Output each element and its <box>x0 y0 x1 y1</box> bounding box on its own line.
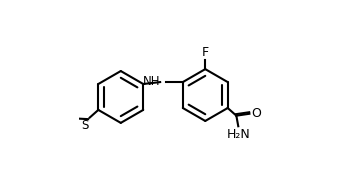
Text: NH: NH <box>143 75 160 88</box>
Text: S: S <box>81 119 89 132</box>
Text: H₂N: H₂N <box>226 128 250 141</box>
Text: F: F <box>202 46 209 59</box>
Text: O: O <box>252 107 261 120</box>
